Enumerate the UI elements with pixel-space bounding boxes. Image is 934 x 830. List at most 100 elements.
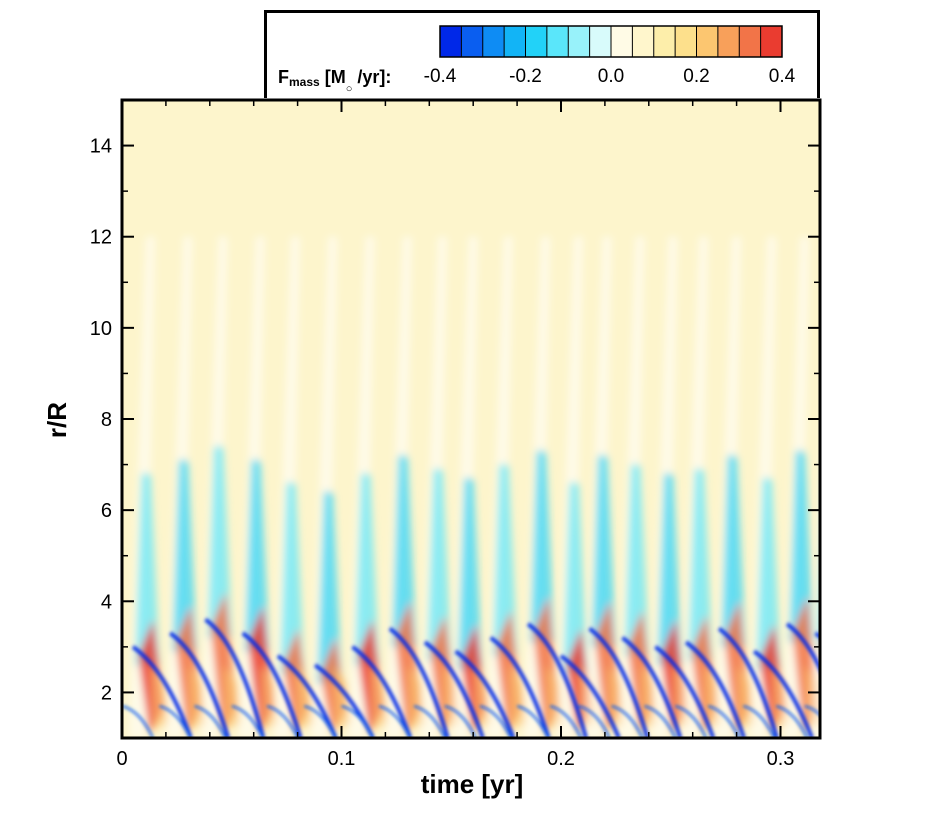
colorbar-swatch — [675, 26, 697, 57]
streak-blue — [492, 464, 518, 656]
front-arc-small — [194, 704, 227, 738]
heatmap-fronts — [122, 617, 820, 738]
front-arc-small — [413, 704, 446, 738]
colorbar-swatch — [717, 26, 740, 57]
front-arc — [588, 626, 650, 738]
y-tick-label: 12 — [90, 227, 112, 249]
front-arc-small — [378, 704, 411, 738]
x-tick-label: 0.2 — [547, 748, 575, 770]
colorbar-tick-label: -0.4 — [424, 66, 457, 87]
streak-blue — [657, 473, 682, 666]
streak-blue — [688, 469, 713, 661]
colorbar-frame — [439, 25, 783, 58]
colorbar-swatch — [461, 26, 484, 57]
x-tick-label: 0 — [116, 748, 127, 770]
y-tick-label: 2 — [101, 682, 112, 704]
front-arc — [351, 645, 413, 738]
streak-blue — [530, 450, 555, 643]
front-arc — [654, 645, 716, 738]
streak-blue — [391, 455, 417, 647]
colorbar-swatch — [653, 26, 676, 57]
y-tick-label: 6 — [101, 500, 112, 522]
colorbar-swatch — [440, 26, 462, 57]
front-arc — [621, 636, 683, 738]
front-arc — [454, 649, 516, 738]
front-arc — [423, 640, 485, 738]
streak-orange — [834, 665, 852, 729]
x-axis-title: time [yr] — [421, 769, 524, 799]
colorbar-swatch — [696, 26, 719, 57]
streak-orange — [223, 665, 242, 729]
streak-blue — [756, 478, 781, 670]
streak-blue — [427, 469, 452, 661]
front-arc — [489, 636, 551, 738]
streak-blue — [207, 446, 232, 638]
x-tick-label: 0.3 — [767, 748, 795, 770]
front-arc — [753, 649, 814, 738]
streak-blue — [354, 473, 379, 666]
streak-blue — [789, 450, 814, 643]
streak-blue — [624, 464, 649, 656]
streak-blue — [280, 482, 305, 675]
colorbar-swatch — [504, 26, 526, 57]
streak-red — [821, 606, 846, 734]
colorbar-tick-label: -0.2 — [509, 66, 542, 87]
colorbar-title: Fmass [M○ /yr]: — [278, 67, 391, 95]
front-arc — [204, 617, 266, 738]
y-axis-title: r/R — [42, 402, 72, 438]
colorbar-swatch — [589, 26, 612, 57]
x-axis: 0 0.1 0.2 0.3 — [116, 100, 794, 770]
colorbar: -0.4 -0.2 0.0 0.2 0.4 — [424, 25, 796, 87]
front-arc-small — [578, 704, 611, 738]
front-arc — [169, 631, 231, 738]
colorbar-tick-label: 0.2 — [683, 66, 709, 87]
x-tick-label: 0.1 — [328, 748, 356, 770]
streak-blue — [135, 473, 160, 666]
front-arc-small — [775, 704, 809, 738]
colorbar-swatch — [568, 26, 590, 57]
front-arc-small — [159, 704, 192, 738]
streak-pale — [811, 487, 820, 738]
front-arc — [717, 626, 779, 738]
streak-blue — [591, 455, 616, 647]
streak-blue — [317, 491, 342, 684]
streak-orange — [508, 665, 527, 729]
front-arc — [684, 640, 746, 738]
front-arc — [241, 631, 303, 738]
front-arc-small — [644, 704, 677, 738]
front-arc — [388, 626, 450, 738]
heatmap-plot-area — [122, 100, 852, 738]
colorbar-swatch — [760, 26, 783, 57]
y-tick-label: 8 — [101, 409, 112, 431]
front-arc-small — [611, 704, 644, 738]
front-arc-small — [303, 704, 337, 738]
colorbar-tick-label: 0.0 — [598, 66, 624, 87]
y-tick-label: 14 — [90, 136, 112, 158]
front-arc-small — [341, 704, 374, 738]
colorbar-swatch — [525, 26, 548, 57]
streak-blue — [721, 455, 746, 647]
front-arc-small — [231, 704, 264, 738]
colorbar-tick-label: 0.4 — [769, 66, 796, 87]
colorbar-swatch — [482, 26, 505, 57]
streak-orange — [370, 665, 389, 729]
streak-orange — [151, 665, 170, 729]
colorbar-swatch — [739, 26, 761, 57]
colorbar-swatch — [546, 26, 569, 57]
y-tick-label: 10 — [90, 318, 112, 340]
front-arc-small — [804, 704, 820, 717]
front-arc — [814, 631, 820, 640]
front-arc-small — [674, 704, 708, 738]
front-arc-small — [549, 704, 583, 738]
front-arc — [559, 654, 621, 738]
front-arc — [785, 622, 820, 674]
y-axis: 2 4 6 8 10 12 14 — [90, 99, 820, 739]
front-arc — [276, 654, 338, 738]
streak-blue — [172, 460, 197, 652]
front-arc-small — [266, 704, 299, 738]
streak-blue — [457, 478, 482, 670]
heatmap-streaks — [128, 236, 852, 738]
front-arc-small — [479, 704, 512, 738]
streak-blue — [563, 482, 588, 675]
